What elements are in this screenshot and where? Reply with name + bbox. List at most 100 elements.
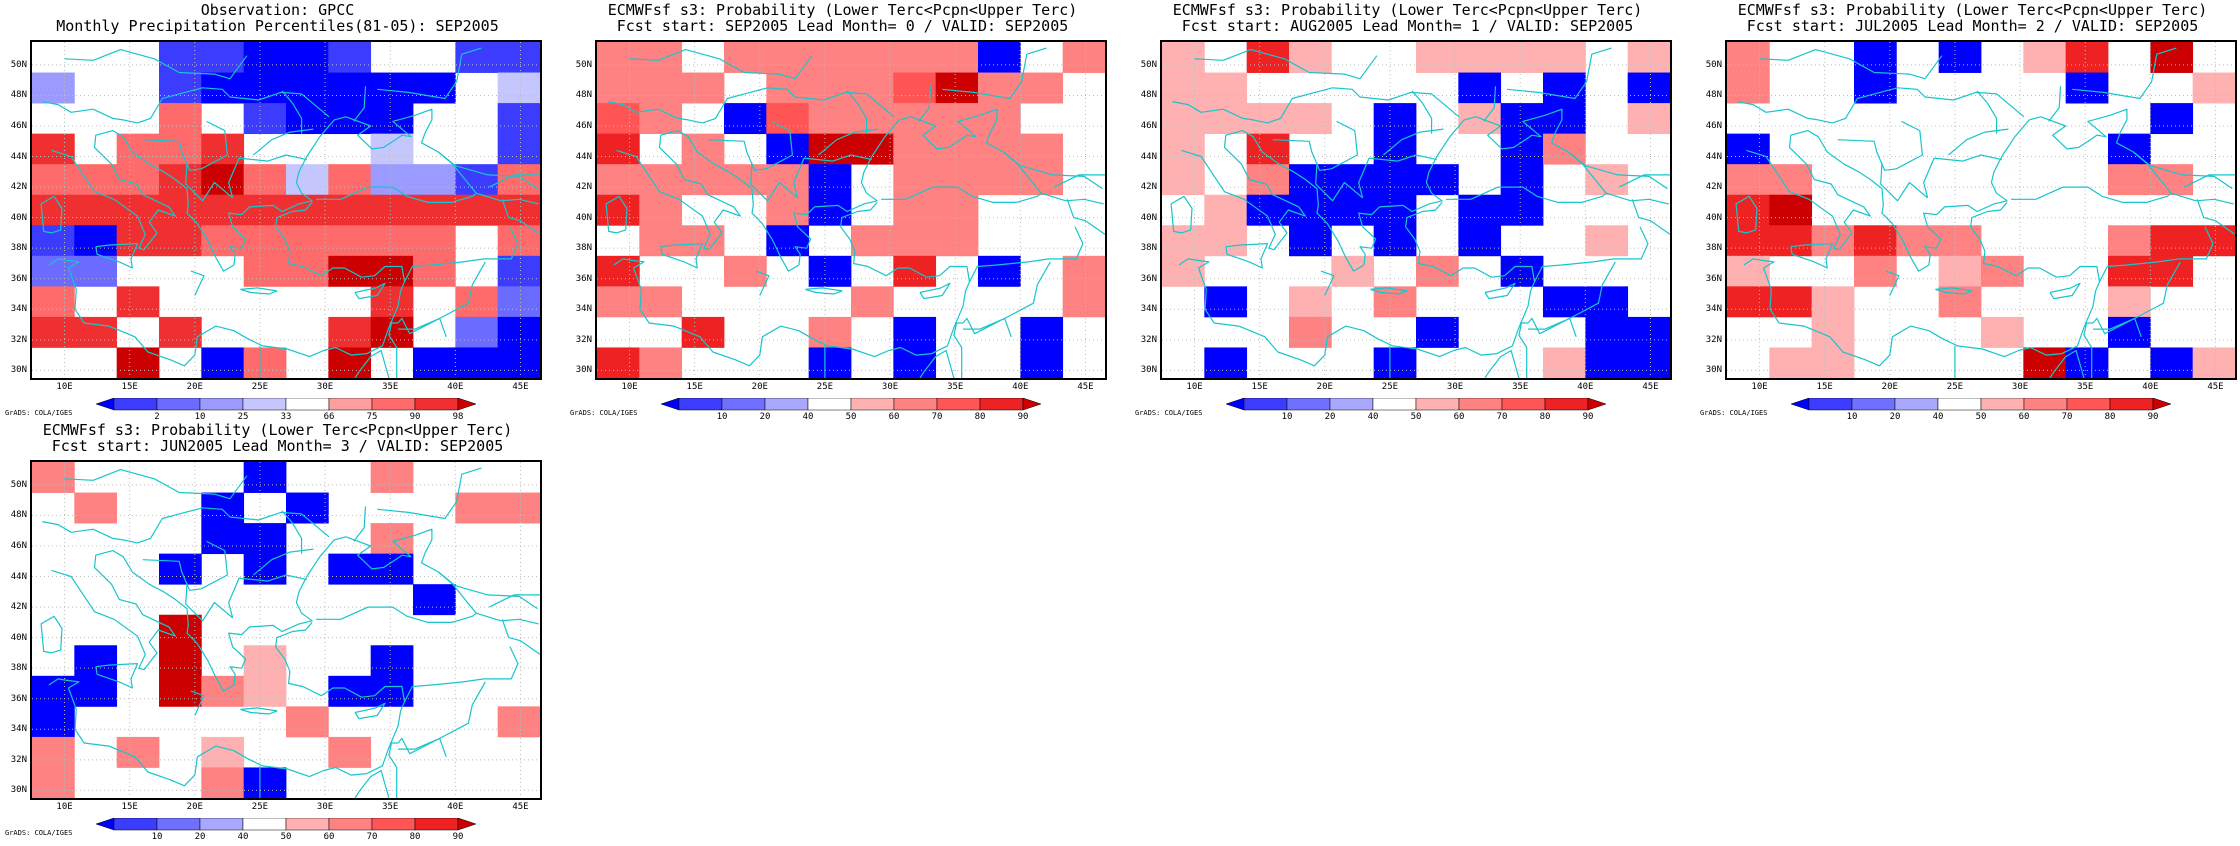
map-plot <box>597 42 1105 378</box>
map-frame <box>30 460 542 800</box>
grid-cell <box>1020 316 1064 348</box>
coastline <box>1948 128 2009 156</box>
coastline <box>2048 86 2062 122</box>
coastline <box>919 349 955 378</box>
coastline <box>2093 317 2142 337</box>
grid-cell <box>1162 164 1205 196</box>
grid-cell <box>1020 347 1064 378</box>
map-frame <box>1725 40 2237 380</box>
colorbar-swatch <box>242 818 287 831</box>
grid-cell <box>243 675 287 707</box>
lat-tick-label: 36N <box>1705 273 1722 284</box>
grid-cell <box>497 103 540 135</box>
grid-cell <box>1811 225 1855 257</box>
grid-cell <box>1727 42 1770 73</box>
coastline <box>660 243 704 269</box>
coastline <box>2083 322 2093 378</box>
colorbar-label: 40 <box>802 412 814 422</box>
grid-cell <box>455 347 499 378</box>
colorbar-label: 50 <box>1410 412 1422 422</box>
grid-cell <box>893 42 937 73</box>
lon-tick-label: 20E <box>751 382 768 392</box>
grid-cell <box>32 164 75 196</box>
grid-cell <box>2108 316 2151 348</box>
coastline <box>1737 87 2025 124</box>
grid-cell <box>1938 255 1982 287</box>
grid-cell <box>497 286 540 318</box>
grid-cell <box>1769 194 1813 226</box>
lat-tick-label: 46N <box>10 541 27 551</box>
colorbar-label: 60 <box>323 832 335 842</box>
grid-cell <box>328 225 372 257</box>
lon-tick-label: 15E <box>686 382 703 392</box>
grid-cell <box>2108 133 2151 165</box>
grid-cell <box>286 103 329 135</box>
grid-cell <box>370 225 414 257</box>
colorbar-swatch <box>1226 398 1245 411</box>
grid-cell <box>1500 103 1544 135</box>
coastline <box>1885 270 1900 296</box>
grid-cell <box>1373 286 1417 318</box>
lat-tick-label: 50N <box>1705 59 1722 70</box>
grid-cell <box>370 164 414 196</box>
grid-cell <box>893 347 937 378</box>
lon-tick-label: 25E <box>251 802 269 812</box>
grid-cell <box>2065 347 2109 378</box>
coastline <box>377 47 482 100</box>
grid-cell <box>201 133 245 165</box>
lat-tick-label: 50N <box>575 59 592 70</box>
grid-cell <box>1162 225 1205 257</box>
grid-cell <box>201 42 245 73</box>
colorbar-swatch <box>850 398 895 411</box>
grid-cell <box>1769 225 1813 257</box>
grid-cell <box>1769 347 1813 378</box>
lon-tick-label: 20E <box>186 382 203 392</box>
grid-cell <box>851 103 894 135</box>
coastline <box>190 690 205 716</box>
grid-cell <box>1627 72 1670 104</box>
grid-cell <box>681 164 725 196</box>
grid-cell <box>159 675 202 707</box>
coastline <box>1178 202 1536 367</box>
grid-cell <box>328 553 372 585</box>
colorbar-label: 80 <box>2104 412 2116 422</box>
grid-cell <box>74 225 118 257</box>
grid-cell <box>1020 133 1064 165</box>
lat-tick-label: 42N <box>575 182 592 193</box>
coastline <box>64 48 248 80</box>
colorbar-label: 20 <box>759 412 771 422</box>
coastline <box>1066 199 1105 235</box>
lat-tick-label: 38N <box>1140 243 1157 254</box>
coastline <box>1507 47 1612 100</box>
grid-cell <box>159 225 202 257</box>
grid-cell <box>2023 347 2067 378</box>
grid-cell <box>766 164 810 196</box>
coastline <box>40 195 63 234</box>
coastline <box>1837 120 1923 171</box>
grid-cell <box>370 194 414 226</box>
grid-cell <box>116 164 160 196</box>
grid-cell <box>1938 42 1982 73</box>
colorbar-swatch <box>414 818 459 831</box>
lon-tick-label: 35E <box>382 382 399 392</box>
grid-cell <box>1416 316 1459 348</box>
colorbar-label: 50 <box>280 832 292 842</box>
grid-cell <box>2065 72 2109 104</box>
grid-cell <box>681 225 725 257</box>
grid-cell <box>1727 225 1770 257</box>
lat-tick-label: 48N <box>10 510 27 521</box>
colorbar-label: 2 <box>154 412 160 422</box>
grid-cell <box>201 194 245 226</box>
grid-cell <box>32 736 75 768</box>
grid-cell <box>243 523 287 555</box>
map-panel: Observation: GPCC Monthly Precipitation P… <box>5 0 550 422</box>
colorbar-swatch <box>1851 398 1896 411</box>
coastline <box>501 199 540 235</box>
coastline <box>2098 226 2214 283</box>
coastline <box>2183 174 2235 188</box>
map-panel: ECMWFsf s3: Probability (Lower Terc<Pcpn… <box>1700 0 2240 422</box>
lon-tick-label: 30E <box>316 802 334 812</box>
coastline <box>388 322 398 378</box>
coastline <box>42 87 330 124</box>
lon-tick-label: 15E <box>121 382 138 392</box>
